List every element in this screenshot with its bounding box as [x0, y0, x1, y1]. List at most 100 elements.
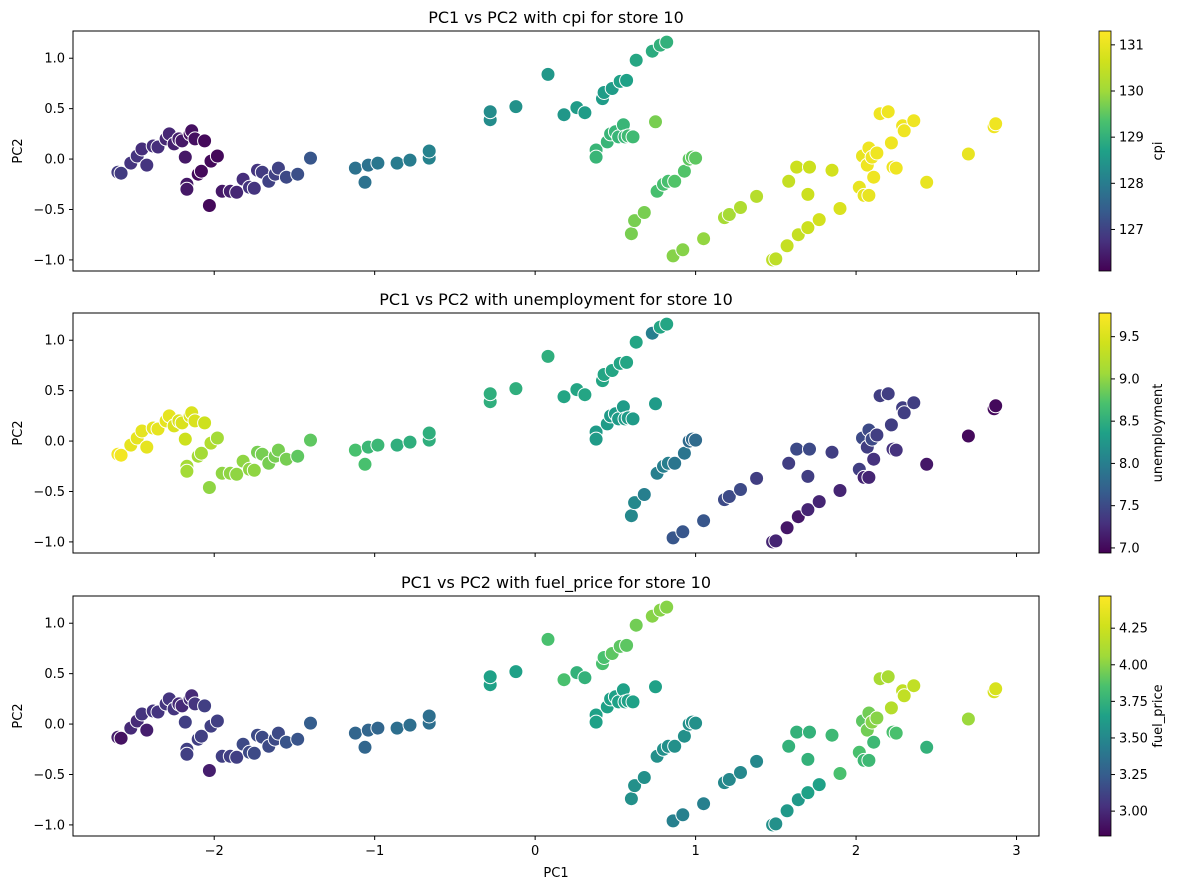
scatter-point [246, 462, 262, 478]
scatter-point [627, 213, 643, 229]
scatter-point [482, 669, 498, 685]
scatter-point [179, 181, 195, 197]
scatter-point [883, 135, 899, 151]
y-tick-label: 0.0 [44, 718, 65, 733]
scatter-point [960, 711, 976, 727]
scatter-point [636, 487, 652, 502]
y-tick-label: −0.5 [33, 203, 65, 218]
scatter-point [370, 437, 386, 453]
scatter-point [888, 442, 904, 458]
colorbar-tick-label: 3.50 [1119, 731, 1148, 746]
scatter-point [789, 724, 805, 740]
scatter-point [779, 520, 795, 536]
scatter-point [733, 482, 748, 497]
scatter-point [659, 599, 675, 615]
y-tick-label: 0.5 [44, 384, 65, 399]
colorbar-tick-label: 8.0 [1119, 457, 1140, 472]
scatter-point [556, 672, 572, 688]
scatter-point [906, 395, 922, 411]
scatter-point [880, 669, 896, 685]
colorbar-tick-label: 3.75 [1119, 695, 1148, 710]
colorbar-tick-label: 129 [1119, 131, 1144, 146]
scatter-point [800, 186, 816, 202]
scatter-point [811, 494, 827, 510]
scatter-point [832, 766, 848, 781]
scatter-point [988, 398, 1004, 414]
panel-title: PC1 vs PC2 with cpi for store 10 [428, 8, 684, 27]
scatter-point [402, 717, 418, 733]
scatter-point [869, 145, 885, 161]
scatter-point [627, 778, 643, 794]
scatter-point [659, 316, 675, 332]
scatter-point [197, 415, 213, 431]
scatter-point [347, 725, 363, 741]
scatter-point [389, 155, 405, 171]
scatter-point [197, 698, 213, 714]
scatter-point [696, 513, 712, 529]
scatter-point [556, 107, 572, 123]
scatter-point [246, 745, 262, 761]
colorbar-tick-label: 130 [1119, 85, 1144, 100]
panel-title: PC1 vs PC2 with fuel_price for store 10 [401, 573, 711, 593]
x-tick-label: 2 [852, 844, 860, 859]
scatter-points [110, 599, 1004, 833]
scatter-point [540, 66, 556, 82]
scatter-point [768, 533, 784, 549]
scatter-point [588, 714, 604, 730]
y-tick-label: −1.0 [33, 818, 65, 833]
y-tick-label: 0.5 [44, 667, 65, 682]
scatter-point [768, 251, 784, 267]
scatter-point [290, 166, 306, 182]
colorbar-ticks: 7.0 7.5 8.0 8.5 9.0 9.5 [1111, 330, 1140, 556]
colorbar-tick-label: 7.5 [1119, 499, 1140, 514]
scatter-point [197, 133, 213, 149]
scatter-point [556, 389, 572, 405]
scatter-point [370, 720, 386, 736]
scatter-point [357, 174, 373, 190]
scatter-point [508, 99, 524, 115]
scatter-point [779, 803, 795, 819]
scatter-point [625, 129, 641, 145]
scatter-point [824, 162, 840, 178]
scatter-point [988, 681, 1004, 697]
scatter-point [789, 441, 805, 457]
scatter-point [625, 411, 641, 427]
scatter-point [402, 152, 418, 168]
y-axis: −1.0 −0.5 0.0 0.5 1.0 [33, 617, 73, 833]
scatter-point [508, 381, 524, 397]
scatter-point [888, 160, 904, 176]
scatter-point [789, 159, 805, 175]
plot-frame [72, 312, 1040, 554]
scatter-point [781, 173, 797, 189]
scatter-point [421, 708, 437, 724]
scatter-point [290, 731, 306, 747]
scatter-point [177, 431, 193, 447]
scatter-point [721, 207, 737, 222]
scatter-point [667, 738, 683, 754]
y-axis-label: PC2 [11, 138, 26, 163]
scatter-point [229, 184, 245, 200]
colorbar-ticks: 127 128 129 130 131 [1111, 38, 1144, 238]
colorbar-label: fuel_price [1151, 684, 1166, 747]
scatter-point [623, 508, 639, 524]
scatter-point [421, 143, 437, 159]
scatter-point [696, 796, 712, 812]
scatter-point [906, 113, 922, 129]
scatter-point [779, 238, 795, 254]
scatter-point [177, 714, 193, 730]
scatter-point [675, 807, 691, 823]
scatter-point [648, 679, 663, 695]
scatter-point [623, 226, 639, 242]
colorbar-tick-label: 131 [1119, 38, 1144, 53]
colorbar-tick-label: 128 [1119, 177, 1144, 192]
scatter-point [733, 765, 748, 780]
scatter-point [628, 617, 644, 633]
scatter-point [421, 425, 437, 441]
scatter-point [619, 637, 635, 653]
x-tick-label: 3 [1012, 844, 1020, 859]
scatter-point [733, 200, 748, 215]
scatter-point [201, 198, 217, 213]
scatter-point [209, 430, 225, 446]
scatter-point [389, 437, 405, 453]
scatter-point [193, 445, 209, 461]
